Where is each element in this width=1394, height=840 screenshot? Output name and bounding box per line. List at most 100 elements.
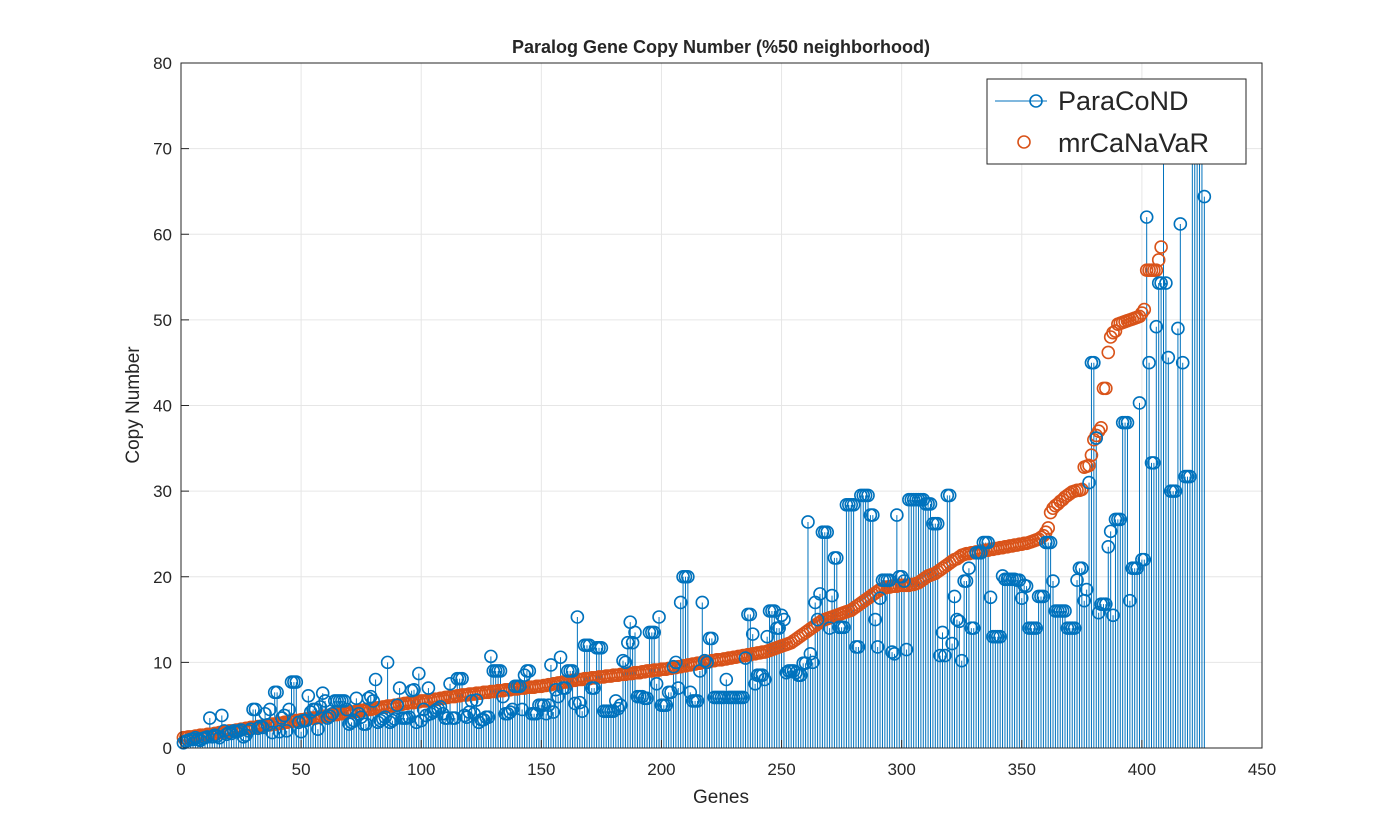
paracond-point: [745, 627, 760, 641]
paracond-point: [568, 696, 582, 711]
paracond-point: [354, 710, 368, 724]
paracond-point: [801, 515, 815, 529]
paracond-point: [830, 551, 844, 565]
paracond-point: [544, 658, 558, 672]
paracond-point: [757, 672, 772, 687]
paracond-point: [743, 607, 758, 622]
paracond-point: [851, 640, 866, 654]
paracond-point: [1075, 561, 1089, 575]
paracond-point: [251, 721, 265, 736]
paracond-point: [505, 702, 520, 717]
paracond-point: [777, 612, 791, 627]
legend-box: [986, 78, 1247, 165]
paracond-point: [320, 711, 335, 725]
paracond-point: [805, 655, 820, 670]
paracond-point: [736, 690, 750, 705]
paracond-point: [649, 676, 664, 691]
legend-mrcanavar-marker: [1017, 135, 1031, 149]
paracond-point: [705, 631, 719, 646]
paracond-point: [950, 612, 964, 627]
mrcanavar-point: [1046, 501, 1060, 516]
paracond-point: [954, 653, 969, 668]
paracond-point: [311, 722, 325, 736]
y-tick-label: 0: [163, 739, 172, 758]
mrcanavar-point: [1051, 497, 1065, 511]
paracond-point: [1173, 217, 1188, 231]
paracond-point: [664, 685, 678, 700]
paracond-point: [301, 688, 316, 703]
paracond-point: [621, 635, 635, 650]
paracond-point: [1197, 189, 1212, 204]
paracond-point: [390, 698, 405, 712]
paracond-point: [587, 681, 601, 695]
paracond-point: [1014, 591, 1029, 605]
paracond-point: [1137, 552, 1152, 567]
x-tick-label: 150: [527, 760, 555, 779]
mrcanavar-point: [1108, 324, 1123, 338]
paracond-point: [500, 706, 515, 721]
paracond-point: [366, 694, 380, 708]
paracond-point: [993, 629, 1007, 644]
mrcanavar-point: [1149, 263, 1164, 278]
paracond-point: [820, 525, 834, 540]
paracond-point: [270, 685, 284, 700]
x-tick-label: 450: [1248, 760, 1276, 779]
paracond-point: [484, 649, 498, 664]
mrcanavar-point: [1036, 528, 1051, 543]
paracond-point: [272, 724, 287, 739]
paracond-point: [1019, 579, 1034, 593]
paracond-point: [512, 679, 527, 694]
legend-paracond-label: ParaCoND: [1058, 86, 1189, 116]
paracond-point: [1036, 589, 1051, 604]
paracond-point: [767, 604, 782, 618]
paracond-point: [885, 645, 899, 659]
x-tick-label: 250: [767, 760, 795, 779]
paracond-point: [565, 664, 580, 678]
y-tick-label: 80: [153, 54, 172, 73]
x-tick-label: 50: [292, 760, 311, 779]
legend-paracond-marker: [1029, 94, 1043, 108]
paracond-point: [1106, 608, 1120, 623]
mrcanavar-point: [1132, 309, 1147, 324]
paracond-point: [868, 612, 883, 627]
paracond-point: [930, 516, 945, 531]
y-tick-label: 50: [153, 311, 172, 330]
paracond-point: [539, 706, 553, 721]
paracond-point: [594, 641, 609, 655]
paracond-point: [541, 698, 556, 712]
paracond-point: [1154, 276, 1168, 290]
paracond-point: [786, 664, 801, 678]
paracond-point: [640, 691, 654, 706]
mrcanavar-point: [1137, 302, 1152, 317]
paracond-point: [652, 610, 666, 624]
paracond-markers: [176, 133, 1212, 750]
paracond-point: [1067, 621, 1082, 635]
paracond-point: [837, 620, 851, 635]
paracond-point: [553, 650, 568, 665]
paracond-point: [536, 698, 551, 712]
paracond-point: [613, 698, 628, 712]
paracond-point: [440, 711, 455, 725]
mrcanavar-point: [1151, 253, 1166, 267]
paracond-point: [873, 591, 887, 605]
paracond-point: [522, 664, 537, 678]
mrcanavar-point: [1099, 381, 1113, 396]
y-tick-label: 30: [153, 482, 172, 501]
paracond-point: [323, 709, 337, 724]
paracond-point: [1079, 582, 1094, 597]
paracond-point: [611, 701, 626, 716]
paracond-point: [866, 508, 880, 522]
paracond-point: [700, 655, 714, 670]
paracond-point: [887, 647, 902, 661]
paracond-point: [433, 700, 448, 714]
paracond-point: [616, 653, 630, 668]
paracond-point: [1046, 574, 1060, 588]
paracond-point: [923, 497, 938, 511]
paracond-point: [962, 561, 976, 575]
x-tick-label: 350: [1008, 760, 1036, 779]
mrcanavar-point: [1091, 424, 1106, 438]
x-axis-label: Genes: [693, 787, 749, 808]
mrcanavar-point: [1041, 521, 1056, 535]
paracond-point: [673, 595, 688, 610]
x-tick-label: 300: [887, 760, 915, 779]
